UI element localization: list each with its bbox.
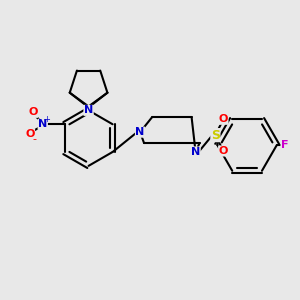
Text: +: +: [43, 115, 50, 124]
Text: N: N: [136, 127, 145, 137]
Text: N: N: [38, 119, 47, 129]
Text: N: N: [84, 105, 93, 116]
Text: S: S: [211, 129, 220, 142]
Text: F: F: [281, 140, 289, 150]
Text: O: O: [219, 114, 228, 124]
Text: -: -: [33, 134, 37, 144]
Text: O: O: [28, 107, 38, 117]
Text: O: O: [25, 129, 34, 139]
Text: N: N: [191, 147, 200, 157]
Text: O: O: [219, 146, 228, 156]
